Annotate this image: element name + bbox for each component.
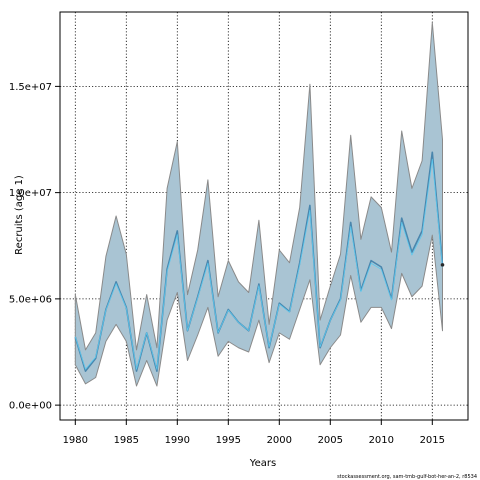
x-axis-label: Years — [249, 458, 276, 469]
x-tick-label-2005: 2005 — [318, 435, 343, 446]
x-tick-label-2015: 2015 — [420, 435, 445, 446]
x-tick-label-1990: 1990 — [165, 435, 190, 446]
y-tick-label-2: 1.0e+07 — [9, 188, 52, 199]
estimate-lines — [74, 151, 445, 372]
last-estimate-point — [440, 263, 445, 267]
confidence-band-area — [74, 22, 443, 387]
x-tick-label-1980: 1980 — [63, 435, 88, 446]
y-tick-label-3: 1.5e+07 — [9, 82, 52, 93]
x-tick-label-2000: 2000 — [267, 435, 292, 446]
x-axis-ticks: 1980 1985 1990 1995 2000 2005 2010 2015 — [63, 420, 445, 446]
y-tick-label-0: 0.0e+00 — [9, 401, 52, 412]
y-tick-label-1: 5.0e+06 — [9, 294, 52, 305]
estimate-line-alt — [74, 158, 443, 370]
plot-frame — [59, 11, 469, 421]
x-tick-label-2010: 2010 — [369, 435, 394, 446]
x-tick-label-1995: 1995 — [216, 435, 241, 446]
y-axis-label: Recruits (age 1) — [14, 175, 25, 255]
confidence-band — [74, 22, 443, 387]
x-tick-label-1985: 1985 — [114, 435, 139, 446]
y-axis-ticks: 0.0e+00 5.0e+06 1.0e+07 1.5e+07 — [9, 82, 60, 412]
credit-text: stockassessment.org, sam-tmb-gulf-bot-he… — [337, 474, 477, 480]
estimate-line — [74, 151, 444, 372]
